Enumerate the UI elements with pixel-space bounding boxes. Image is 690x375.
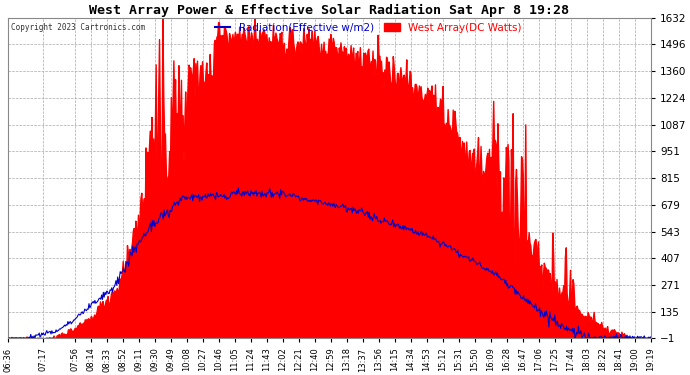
- Text: Copyright 2023 Cartronics.com: Copyright 2023 Cartronics.com: [11, 22, 146, 32]
- Title: West Array Power & Effective Solar Radiation Sat Apr 8 19:28: West Array Power & Effective Solar Radia…: [90, 3, 569, 16]
- Legend: Radiation(Effective w/m2), West Array(DC Watts): Radiation(Effective w/m2), West Array(DC…: [215, 23, 522, 33]
